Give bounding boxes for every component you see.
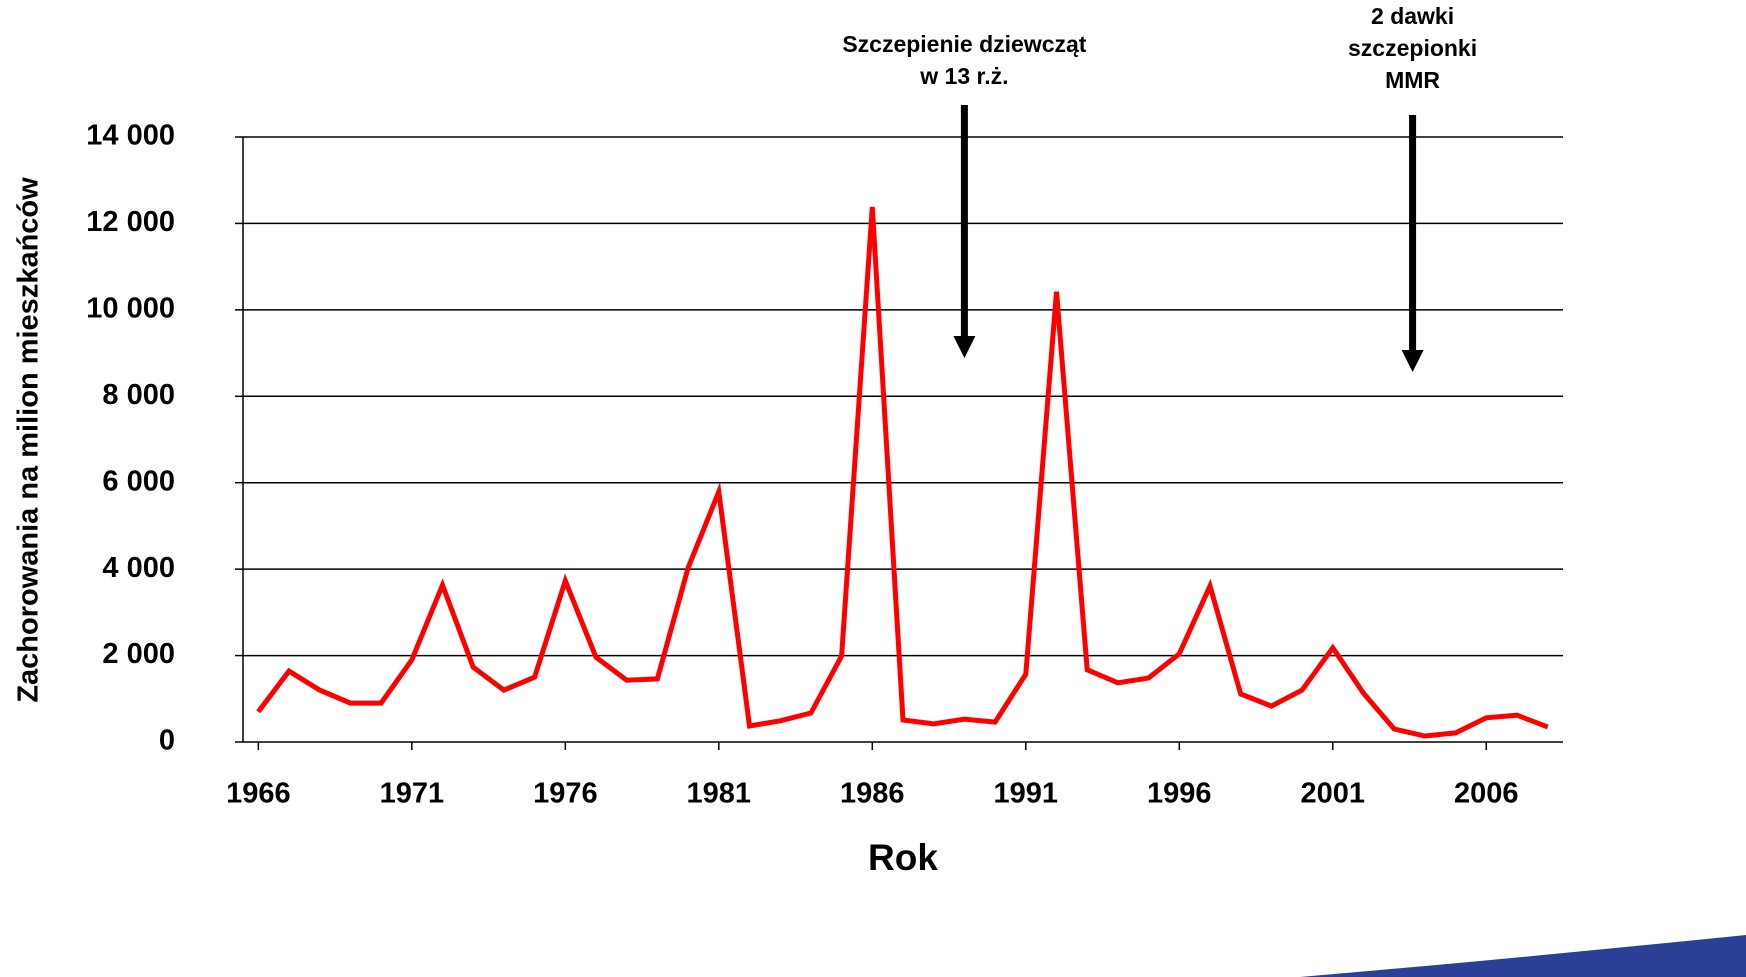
annotation-text: szczepionki [1348, 35, 1477, 61]
decoration [1300, 935, 1746, 977]
x-tick-label: 1991 [994, 778, 1059, 810]
annotation-arrowhead [1401, 350, 1424, 372]
annotation-text: MMR [1385, 67, 1440, 93]
x-tick-label: 1971 [380, 778, 445, 810]
y-tick-label: 6 000 [102, 465, 175, 497]
x-axis-label: Rok [868, 837, 938, 878]
y-axis-label: Zachorowania na milion mieszkańców [13, 177, 45, 703]
annotation-arrowhead [953, 336, 976, 358]
x-tick-label: 2006 [1454, 778, 1519, 810]
x-tick-label: 1981 [687, 778, 752, 810]
y-tick-label: 2 000 [102, 638, 175, 670]
annotation-text: w 13 r.ż. [919, 63, 1008, 89]
x-tick-label: 1996 [1147, 778, 1212, 810]
annotation-text: 2 dawki [1371, 3, 1454, 29]
y-tick-label: 12 000 [86, 206, 175, 238]
x-tick-label: 1966 [226, 778, 291, 810]
x-tick-label: 1976 [533, 778, 598, 810]
x-tick-label: 2001 [1301, 778, 1366, 810]
annotation-text: Szczepienie dziewcząt [842, 31, 1086, 57]
x-tick-label: 1986 [840, 778, 905, 810]
y-tick-label: 4 000 [102, 552, 175, 584]
y-tick-label: 14 000 [86, 120, 175, 152]
y-tick-label: 10 000 [86, 293, 175, 325]
y-tick-label: 0 [159, 725, 175, 757]
data-line [256, 206, 1549, 739]
y-tick-label: 8 000 [102, 379, 175, 411]
